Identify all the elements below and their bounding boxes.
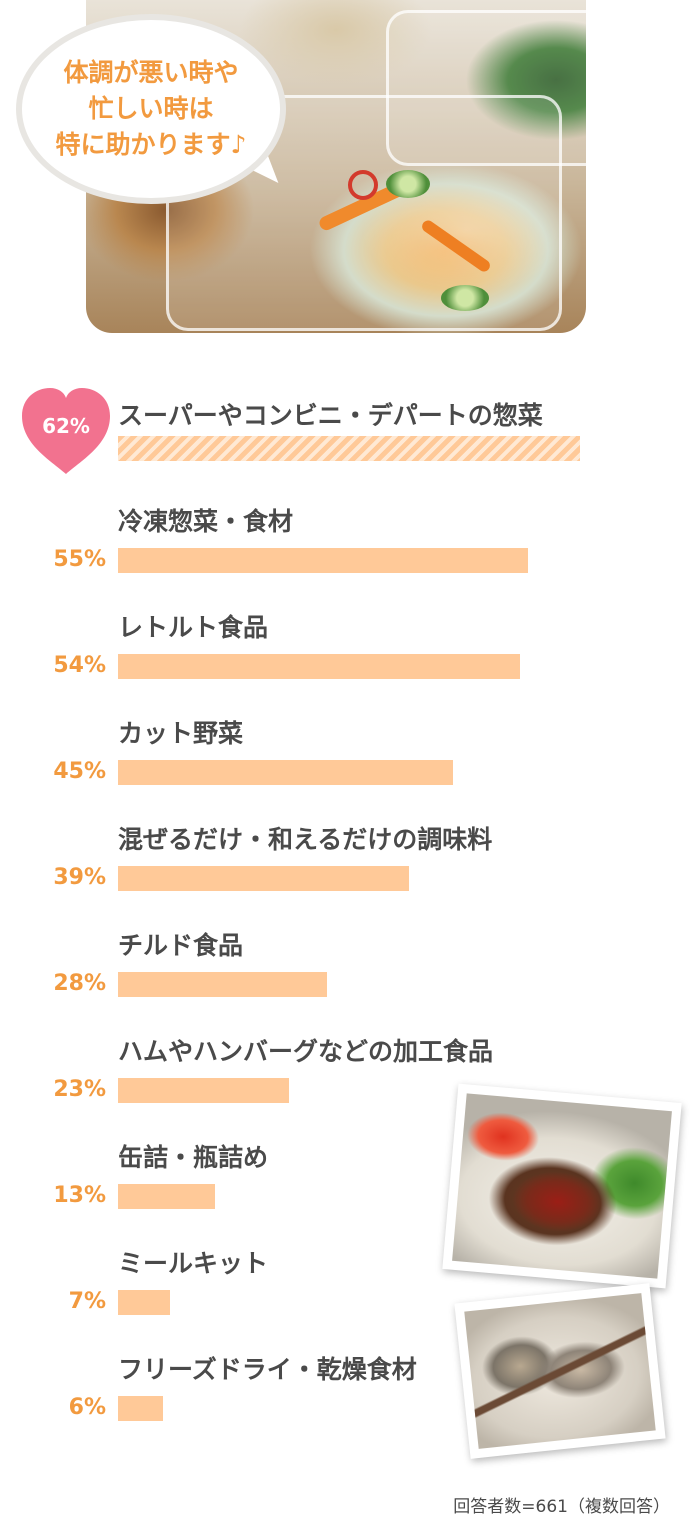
heart-icon: [22, 388, 110, 474]
respondents-footnote: 回答者数=661（複数回答）: [453, 1497, 670, 1517]
hamburg-steak-image: [452, 1093, 672, 1279]
value-label: 54%: [53, 653, 106, 678]
canned-fish-image: [464, 1293, 656, 1449]
heart-badge: 62%: [20, 388, 112, 476]
value-label: 39%: [53, 865, 106, 890]
hero-food-photo: [86, 0, 586, 333]
value-label: 13%: [53, 1183, 106, 1208]
value-label: 6%: [68, 1395, 106, 1420]
category-label: 混ぜるだけ・和えるだけの調味料: [118, 825, 493, 854]
bar: [118, 1290, 170, 1315]
cucumber-slice: [441, 285, 489, 311]
category-label: スーパーやコンビニ・デパートの惣菜: [118, 401, 543, 430]
value-label: 7%: [68, 1289, 106, 1314]
speech-bubble: 体調が悪い時や 忙しい時は 特に助かります♪: [22, 20, 280, 198]
category-label: カット野菜: [118, 719, 244, 748]
speech-bubble-text: 体調が悪い時や 忙しい時は 特に助かります♪: [55, 58, 247, 159]
category-label: チルド食品: [118, 931, 244, 960]
cucumber-slice: [386, 170, 430, 198]
category-label: フリーズドライ・乾燥食材: [118, 1355, 417, 1384]
bar: [118, 866, 409, 891]
bar: [118, 436, 580, 461]
value-label: 62%: [42, 414, 90, 438]
bar: [118, 1078, 289, 1103]
bar: [118, 654, 520, 679]
value-label: 55%: [53, 547, 106, 572]
category-label: 缶詰・瓶詰め: [118, 1143, 269, 1172]
heart-shape: [22, 388, 110, 474]
bar: [118, 1396, 163, 1421]
bar: [118, 760, 453, 785]
bar: [118, 972, 327, 997]
value-label: 23%: [53, 1077, 106, 1102]
container-back: [386, 10, 586, 166]
category-label: 冷凍惣菜・食材: [118, 507, 294, 536]
canned-fish-photo: [454, 1283, 666, 1459]
category-label: レトルト食品: [118, 613, 269, 642]
value-label: 28%: [53, 971, 106, 996]
bar: [118, 1184, 215, 1209]
chili-ring: [348, 170, 378, 200]
bar: [118, 548, 528, 573]
value-label: 45%: [53, 759, 106, 784]
category-label: ハムやハンバーグなどの加工食品: [118, 1037, 494, 1066]
category-label: ミールキット: [118, 1249, 269, 1278]
hamburg-steak-photo: [442, 1083, 682, 1289]
